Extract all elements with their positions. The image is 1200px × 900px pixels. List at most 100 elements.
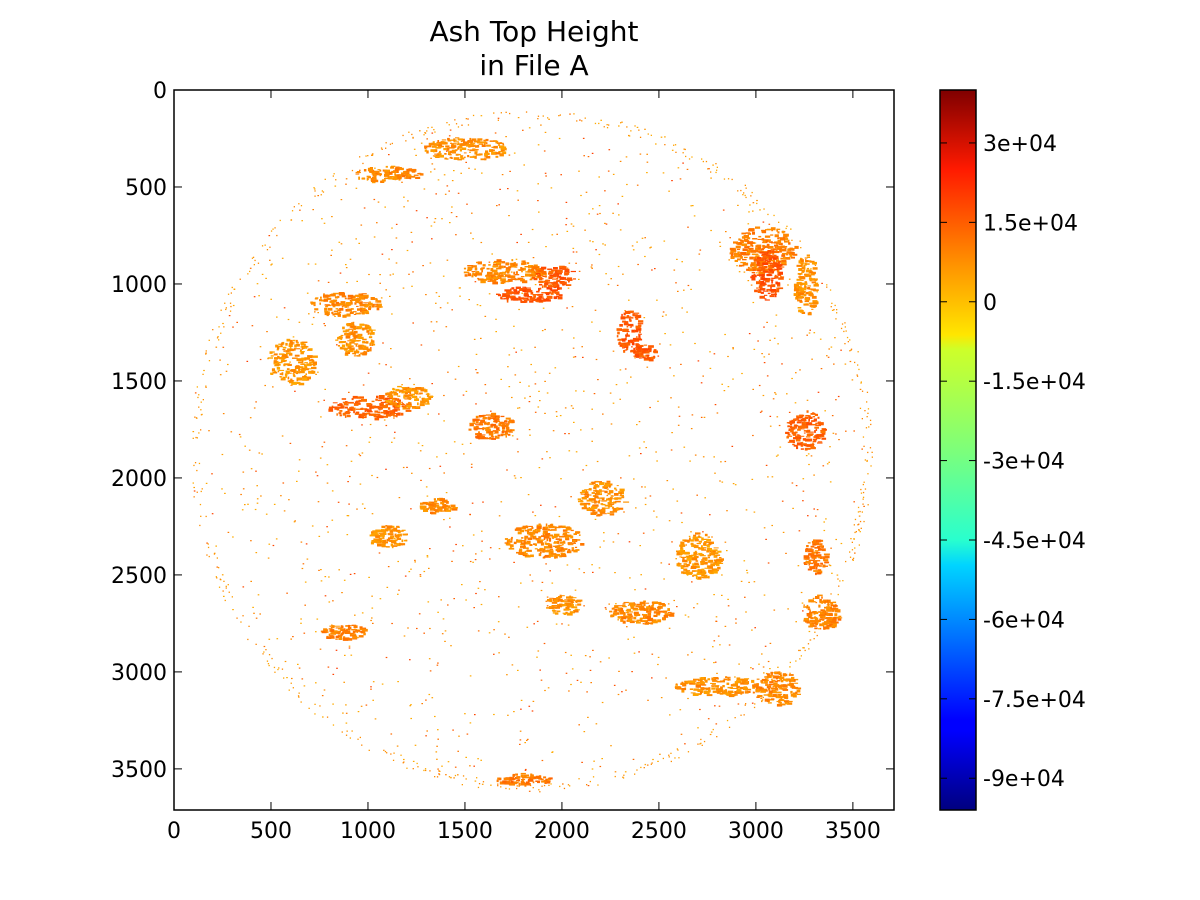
ash-pixel <box>795 297 799 300</box>
ash-pixel <box>568 279 570 282</box>
ash-speckle <box>498 596 500 598</box>
ash-pixel <box>430 511 434 514</box>
ash-speckle <box>322 716 324 718</box>
ash-speckle <box>458 735 460 737</box>
ash-pixel <box>664 613 669 616</box>
ash-pixel <box>617 507 624 510</box>
ash-pixel <box>792 253 795 256</box>
ash-pixel <box>785 680 789 682</box>
ash-speckle <box>866 459 868 462</box>
ash-speckle <box>680 512 683 514</box>
ash-pixel <box>826 613 831 616</box>
ash-speckle <box>459 287 461 289</box>
ash-speckle <box>636 241 638 243</box>
ash-speckle <box>546 451 548 453</box>
ash-pixel <box>768 690 773 694</box>
ash-speckle <box>356 508 358 510</box>
ash-pixel <box>830 620 837 624</box>
ash-pixel <box>753 685 758 687</box>
ash-pixel <box>539 539 544 541</box>
ash-pixel <box>669 615 675 617</box>
ash-pixel <box>442 504 447 506</box>
ash-speckle <box>307 263 310 265</box>
ash-pixel <box>754 289 758 293</box>
ash-pixel <box>526 547 529 550</box>
ash-speckle <box>227 363 229 366</box>
ash-pixel <box>613 613 617 615</box>
ash-pixel <box>389 410 394 414</box>
ash-speckle <box>467 118 469 120</box>
ash-speckle <box>423 134 425 136</box>
ash-speckle <box>227 584 229 586</box>
ash-pixel <box>777 680 781 682</box>
ash-pixel <box>348 401 354 404</box>
ash-pixel <box>497 294 501 297</box>
ash-pixel <box>797 299 800 302</box>
ash-speckle <box>332 673 335 675</box>
ash-speckle <box>727 355 729 358</box>
ash-pixel <box>813 616 817 619</box>
ash-pixel <box>382 535 385 539</box>
ash-pixel <box>784 257 791 260</box>
ash-pixel <box>532 536 535 538</box>
ash-pixel <box>392 387 395 390</box>
ash-pixel <box>757 686 760 688</box>
ash-speckle <box>422 265 424 267</box>
ash-pixel <box>662 610 668 613</box>
ash-speckle <box>543 642 546 645</box>
ash-speckle <box>644 255 646 258</box>
ash-speckle <box>752 388 754 390</box>
ash-speckle <box>332 703 334 705</box>
ash-speckle <box>355 187 358 189</box>
ash-pixel <box>821 437 827 440</box>
ash-pixel <box>375 529 381 533</box>
ash-speckle <box>565 201 568 203</box>
ash-pixel <box>496 268 502 270</box>
ash-pixel <box>769 263 773 265</box>
ash-speckle <box>442 275 445 277</box>
ash-speckle <box>339 272 342 274</box>
ash-speckle <box>434 715 436 718</box>
ash-pixel <box>601 503 606 506</box>
ash-pixel <box>734 255 740 258</box>
ash-pixel <box>746 688 752 691</box>
ash-pixel <box>793 444 798 447</box>
ash-pixel <box>549 529 552 531</box>
ash-speckle <box>215 545 217 547</box>
ash-pixel <box>359 295 364 299</box>
ash-speckle <box>677 424 680 426</box>
ash-pixel <box>522 280 528 284</box>
ash-pixel <box>579 500 584 502</box>
ash-pixel <box>507 433 511 436</box>
ash-speckle <box>534 346 536 348</box>
ash-pixel <box>748 228 755 232</box>
ash-pixel <box>716 680 722 683</box>
ash-speckle <box>377 201 380 203</box>
ash-speckle <box>679 178 682 180</box>
ash-speckle <box>419 130 421 132</box>
ash-speckle <box>368 749 370 751</box>
ash-pixel <box>797 428 801 431</box>
ash-pixel <box>411 396 417 399</box>
ash-pixel <box>346 323 350 326</box>
ash-pixel <box>573 541 576 543</box>
ash-pixel <box>755 683 759 686</box>
ash-speckle <box>248 449 251 451</box>
ash-speckle <box>455 216 458 218</box>
ash-speckle <box>672 488 674 490</box>
ash-speckle <box>505 787 507 790</box>
ash-pixel <box>535 273 541 275</box>
ash-pixel <box>526 549 532 552</box>
ash-speckle <box>617 203 619 205</box>
ash-pixel <box>744 678 750 680</box>
ash-speckle <box>771 476 774 478</box>
ash-pixel <box>604 486 607 489</box>
ash-pixel <box>558 538 562 541</box>
ash-speckle <box>529 395 531 398</box>
ash-pixel <box>411 387 417 390</box>
ash-speckle <box>817 391 820 393</box>
ash-pixel <box>560 525 566 528</box>
ash-pixel <box>476 271 480 273</box>
ash-speckle <box>475 553 477 555</box>
ash-pixel <box>520 300 526 303</box>
